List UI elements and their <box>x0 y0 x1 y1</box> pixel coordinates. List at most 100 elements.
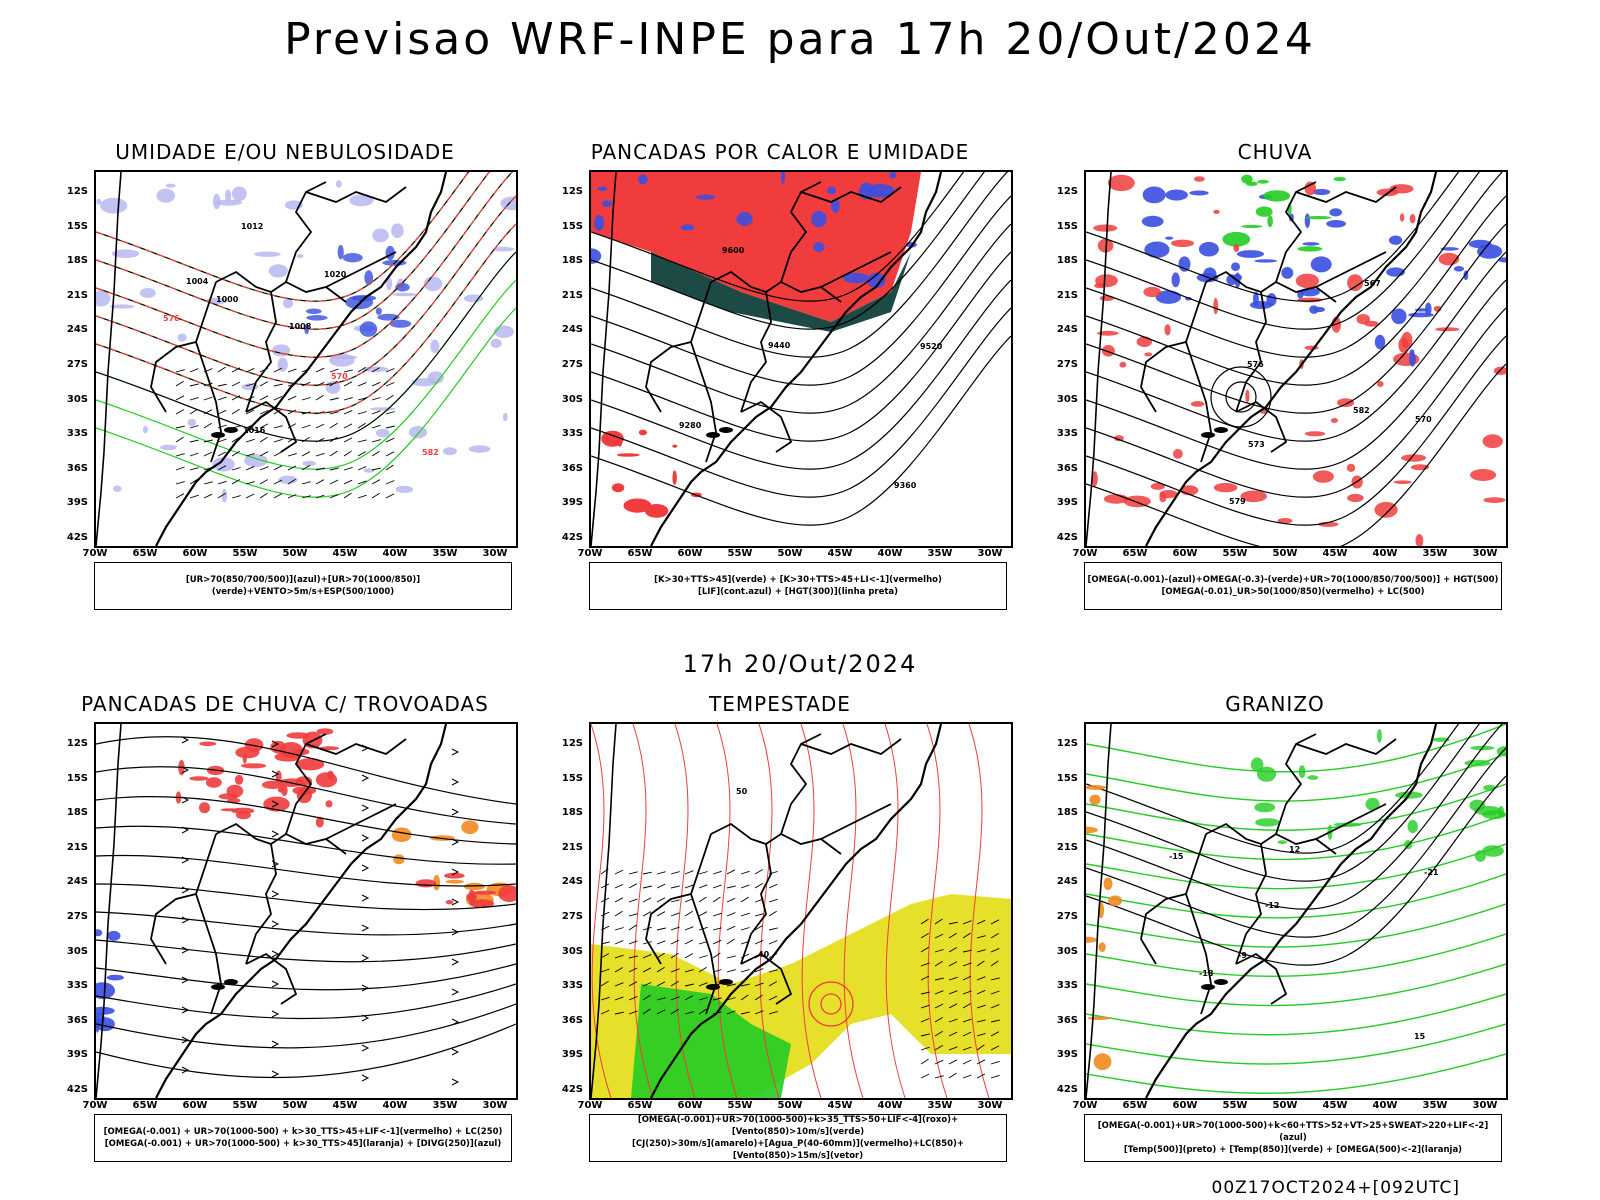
lat-tick-label: 36S <box>561 1014 583 1026</box>
lat-tick-label: 33S <box>1056 428 1078 440</box>
lat-tick-label: 21S <box>1056 841 1078 853</box>
lon-tick-label: 55W <box>1222 1100 1248 1111</box>
contour-label: -15 <box>1169 852 1184 861</box>
lat-tick-label: 24S <box>561 324 583 336</box>
legend-box: [OMEGA(-0.001)-(azul)+OMEGA(-0.3)-(verde… <box>1084 562 1502 610</box>
panel-storm: TEMPESTADE 40 50 12S 15S 18S 21S 24S 27S 30S 33S 36… <box>545 692 1015 1162</box>
panel-title: UMIDADE E/OU NEBULOSIDADE <box>115 140 455 164</box>
panel-hail: GRANIZO -12 -15 -18 -21 -9 12 15 12S 15S 18S 21S 24S… <box>1040 692 1510 1162</box>
lat-tick-label: 24S <box>1056 876 1078 888</box>
panel-heat-humidity-showers: PANCADAS POR CALOR E UMIDADE 9600 9520 9440… <box>545 140 1015 610</box>
legend-line: [K>30+TTS>45](verde) + [K>30+TTS>45+LI<-… <box>654 575 942 585</box>
lon-tick-label: 55W <box>727 548 753 559</box>
lon-tick-label: 40W <box>382 548 408 559</box>
lon-tick-label: 60W <box>1172 1100 1198 1111</box>
lat-tick-label: 33S <box>66 428 88 440</box>
lat-tick-label: 24S <box>66 324 88 336</box>
lat-tick-label: 42S <box>66 1084 88 1095</box>
lat-tick-label: 36S <box>1056 1014 1078 1026</box>
lat-tick-label: 27S <box>561 359 583 370</box>
lat-tick-label: 21S <box>66 289 88 301</box>
lon-tick-label: 55W <box>232 1100 258 1111</box>
lat-tick-label: 15S <box>1056 220 1078 232</box>
lat-tick-label: 24S <box>561 876 583 888</box>
lat-tick-label: 24S <box>66 876 88 888</box>
legend-box: [K>30+TTS>45](verde) + [K>30+TTS>45+LI<-… <box>589 562 1007 610</box>
lat-tick-label: 18S <box>1056 807 1078 819</box>
lat-tick-label: 42S <box>1056 532 1078 543</box>
legend-box: [OMEGA(-0.001)+UR>70(1000-500)+k<60+TTS>… <box>1084 1114 1502 1162</box>
lon-tick-label: 60W <box>677 1100 703 1111</box>
lat-tick-label: 33S <box>561 980 583 992</box>
lat-tick-label: 15S <box>66 772 88 784</box>
contour-label: 40 <box>758 950 770 959</box>
contour-label: 50 <box>736 787 748 796</box>
lat-tick-label: 30S <box>1056 945 1078 957</box>
lon-tick-label: 40W <box>1372 548 1398 559</box>
lon-tick-label: 65W <box>132 548 158 559</box>
contour-label: 576 <box>1247 360 1264 369</box>
lon-tick-label: 60W <box>182 1100 208 1111</box>
lon-tick-label: 65W <box>627 1100 653 1111</box>
lat-tick-label: 15S <box>561 772 583 784</box>
lon-tick-label: 55W <box>232 548 258 559</box>
lat-tick-label: 18S <box>561 807 583 819</box>
lat-tick-label: 27S <box>561 911 583 922</box>
lat-tick-label: 27S <box>66 359 88 370</box>
contour-label: 1020 <box>324 270 347 279</box>
lon-tick-label: 70W <box>577 548 603 559</box>
lat-tick-label: 24S <box>1056 324 1078 336</box>
lat-tick-label: 15S <box>561 220 583 232</box>
contour-label: -12 <box>1265 901 1279 910</box>
lon-tick-label: 70W <box>82 1100 108 1111</box>
lon-tick-label: 65W <box>627 548 653 559</box>
legend-line: [CJ(250)>30m/s](amarelo)+[Agua_P(40-60mm… <box>631 1139 965 1161</box>
forecast-map: 1000 1004 1008 1012 1016 1020 576 570 582 <box>96 172 516 546</box>
lat-tick-label: 27S <box>1056 359 1078 370</box>
lon-tick-label: 30W <box>1472 548 1498 559</box>
lon-tick-label: 30W <box>1472 1100 1498 1111</box>
lat-tick-label: 18S <box>66 807 88 819</box>
lon-tick-label: 50W <box>282 1100 308 1111</box>
panel-title: TEMPESTADE <box>709 692 851 716</box>
legend-line: [OMEGA(-0.001)-(azul)+OMEGA(-0.3)-(verde… <box>1087 575 1499 585</box>
lon-tick-label: 50W <box>1272 548 1298 559</box>
legend-line: [OMEGA(-0.001)+UR>70(1000-500)+k>35_TTS>… <box>637 1115 959 1137</box>
map-frame: 1000 1004 1008 1012 1016 1020 576 570 582 <box>94 170 518 548</box>
contour-label: 567 <box>1364 279 1381 288</box>
legend-line: [OMEGA(-0.001) + UR>70(1000-500) + k>30_… <box>104 1139 502 1149</box>
lat-tick-label: 42S <box>66 532 88 543</box>
map-frame: 40 50 <box>589 722 1013 1100</box>
contour-label: -18 <box>1199 969 1214 978</box>
lat-tick-label: 42S <box>1056 1084 1078 1095</box>
legend-box: [UR>70(850/700/500)](azul)+[UR>70(1000/8… <box>94 562 512 610</box>
lat-tick-label: 12S <box>1056 186 1078 197</box>
lat-tick-label: 36S <box>1056 462 1078 474</box>
lon-tick-label: 70W <box>1072 548 1098 559</box>
contour-label: 1008 <box>289 322 312 331</box>
contour-label: 579 <box>1229 497 1246 506</box>
contour-label: 576 <box>163 314 180 323</box>
contour-label: 582 <box>422 448 439 457</box>
contour-label: 570 <box>1415 415 1432 424</box>
legend-box: [OMEGA(-0.001)+UR>70(1000-500)+k>35_TTS>… <box>589 1114 1007 1162</box>
lat-tick-label: 33S <box>66 980 88 992</box>
lat-tick-label: 12S <box>561 186 583 197</box>
lon-tick-label: 65W <box>1122 1100 1148 1111</box>
lon-tick-label: 35W <box>927 1100 953 1111</box>
forecast-map <box>96 724 516 1098</box>
lon-tick-label: 45W <box>332 1100 358 1111</box>
lon-tick-label: 70W <box>1072 1100 1098 1111</box>
legend-line: [LIF](cont.azul) + [HGT(300)](linha pret… <box>697 587 899 597</box>
lon-tick-label: 50W <box>777 548 803 559</box>
legend-line: [UR>70(850/700/500)](azul)+[UR>70(1000/8… <box>185 575 421 597</box>
lon-tick-label: 35W <box>432 548 458 559</box>
lon-tick-label: 55W <box>727 1100 753 1111</box>
lat-tick-label: 21S <box>1056 289 1078 301</box>
legend-line: [OMEGA(-0.001)+UR>70(1000-500)+k<60+TTS>… <box>1097 1121 1489 1143</box>
lat-tick-label: 21S <box>66 841 88 853</box>
lat-tick-label: 12S <box>1056 738 1078 749</box>
lat-tick-label: 30S <box>66 393 88 405</box>
contour-label: 573 <box>1248 440 1265 449</box>
panel-title: CHUVA <box>1237 140 1313 164</box>
